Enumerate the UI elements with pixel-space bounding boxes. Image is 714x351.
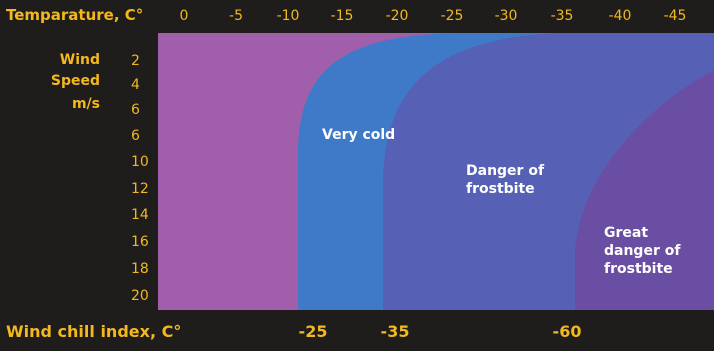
zone-label-great-danger-of-frostbite: Great danger of frostbite (604, 225, 681, 277)
temperature-tick: -10 (276, 8, 300, 24)
wind-chill-index-tick: -25 (298, 322, 328, 341)
wind-speed-title-line: m/s (71, 96, 100, 112)
wind-speed-tick: 6 (131, 128, 140, 144)
temperature-tick: -35 (550, 8, 574, 24)
wind-chill-index-tick: -35 (380, 322, 410, 341)
wind-speed-tick: 16 (131, 234, 149, 250)
wind-speed-title-line: Wind (59, 52, 100, 68)
temperature-tick: -40 (608, 8, 632, 24)
temperature-tick: -30 (494, 8, 518, 24)
temperature-tick: -45 (663, 8, 687, 24)
wind-speed-tick: 20 (131, 288, 149, 304)
wind-speed-tick: 12 (131, 181, 149, 197)
temperature-tick: 0 (179, 8, 189, 24)
wind-speed-tick: 10 (131, 154, 149, 170)
wind-chill-index-tick: -60 (552, 322, 582, 341)
temperature-tick: -15 (330, 8, 354, 24)
wind-speed-tick: 2 (131, 53, 140, 69)
zone-great-danger-of-frostbite (575, 70, 714, 310)
zone-label-danger-of-frostbite: Danger of frostbite (466, 163, 545, 197)
wind-speed-tick: 18 (131, 261, 149, 277)
wind-speed-tick: 6 (131, 102, 140, 118)
temperature-tick: -20 (385, 8, 409, 24)
wind-speed-title-line: Speed (50, 73, 100, 89)
temperature-tick: -5 (229, 8, 243, 24)
wind-speed-tick: 4 (131, 77, 140, 93)
temperature-tick: -25 (440, 8, 464, 24)
temperature-axis-title: Temparature, C° (6, 6, 144, 24)
zone-label-very-cold: Very cold (322, 127, 396, 143)
wind-chill-index-title: Wind chill index, C° (6, 322, 182, 341)
wind-speed-tick: 14 (131, 207, 149, 223)
